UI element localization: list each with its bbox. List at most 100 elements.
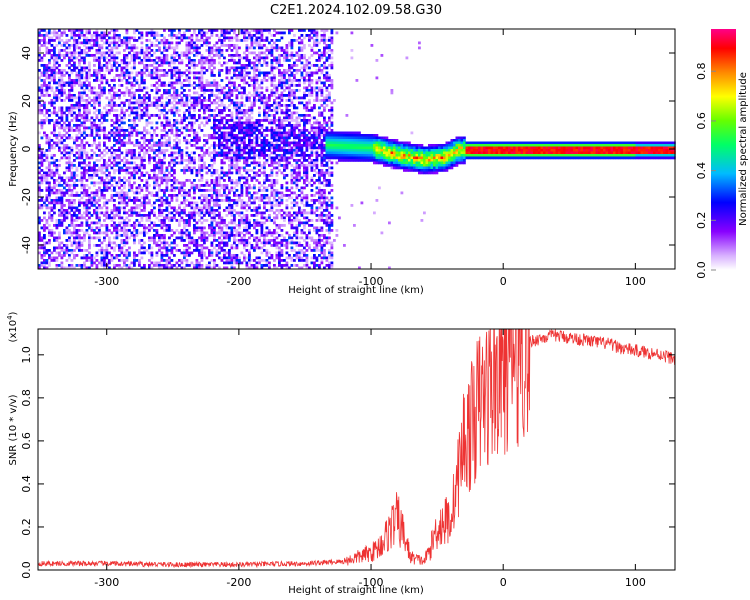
spectrogram-cell — [205, 166, 209, 170]
spectrogram-cell — [230, 221, 234, 225]
spectrogram-cell — [175, 134, 179, 137]
spectrogram-cell — [108, 136, 111, 140]
spectrogram-cell — [185, 166, 189, 170]
spectrogram-cell — [220, 69, 224, 72]
spectrogram-cell — [235, 34, 239, 37]
spectrogram-cell — [245, 29, 249, 32]
spectrogram-cell — [248, 261, 251, 265]
spectrogram-cell — [100, 51, 104, 55]
spectrogram-cell — [205, 266, 209, 270]
spectrogram-cell — [155, 34, 159, 37]
spectrogram-cell — [205, 189, 209, 192]
spectrogram-cell — [113, 29, 116, 32]
spectrogram-cell — [183, 211, 186, 215]
spectrogram-cell — [158, 161, 161, 165]
spectrogram-cell — [238, 131, 241, 135]
spectrogram-cell — [268, 144, 271, 147]
spectrogram-cell — [95, 211, 99, 215]
spectrogram-cell — [118, 246, 121, 250]
spectrogram-cell — [260, 94, 264, 97]
spectrogram-cell — [75, 244, 79, 247]
spectrogram-cell — [73, 139, 76, 142]
spectrogram-cell — [228, 251, 231, 255]
spectrogram-cell — [230, 94, 234, 97]
spectrogram-cell — [40, 254, 44, 257]
spectrogram-cell — [103, 186, 106, 190]
spectrogram-cell — [143, 231, 146, 235]
spectrogram-cell — [93, 54, 96, 57]
spectrogram-cell — [143, 266, 146, 270]
spectrogram-cell — [85, 41, 89, 45]
spectrogram-cell — [70, 204, 74, 207]
spectrogram-cell — [93, 244, 96, 247]
spectrogram-cell — [245, 191, 249, 195]
spectrogram-cell — [115, 119, 119, 122]
spectrogram-cell — [140, 46, 144, 50]
spectrogram-cell — [220, 226, 224, 230]
spectrogram-cell — [248, 61, 251, 65]
spectrogram-cell — [95, 126, 99, 130]
spectrogram-cell — [70, 126, 74, 130]
spectrogram-cell — [85, 104, 89, 107]
spectrogram-cell — [168, 204, 171, 207]
spectrogram-cell — [178, 146, 181, 150]
spectrogram-cell — [245, 74, 249, 77]
spectrogram-cell — [268, 256, 271, 260]
spectrogram-cell — [193, 44, 196, 47]
spectrogram-cell — [108, 266, 111, 270]
spectrogram-cell — [58, 146, 61, 150]
spectrogram-cell — [158, 199, 161, 202]
spectrogram-cell — [38, 204, 41, 207]
spectrogram-cell — [265, 159, 269, 162]
spectrogram-cell — [238, 239, 241, 242]
spectrogram-cell — [188, 264, 191, 267]
spectrogram-cell — [168, 171, 171, 175]
spectrogram-cell — [108, 156, 111, 160]
spectrogram-cell — [160, 219, 164, 222]
spectrogram-cell — [123, 54, 126, 57]
spectrogram-cell — [198, 86, 201, 90]
spectrogram-cell — [68, 159, 71, 162]
spectrogram-cell — [163, 41, 166, 45]
spectrogram-cell — [210, 34, 214, 37]
spectrogram-cell — [245, 224, 249, 227]
spectrogram-cell — [168, 139, 171, 142]
spectrogram-cell — [213, 54, 216, 57]
spectrogram-cell — [63, 254, 66, 257]
spectrogram-cell — [198, 206, 201, 210]
spectrogram-cell — [118, 161, 121, 165]
spectrogram-cell — [63, 134, 66, 137]
spectrogram-cell — [43, 154, 46, 157]
spectrogram-cell — [135, 129, 139, 132]
spectrogram-cell — [145, 104, 149, 107]
spectrogram-cell — [53, 184, 56, 187]
spectrogram-cell — [38, 231, 41, 235]
spectrogram-cell — [265, 79, 269, 82]
spectrogram-cell — [115, 36, 119, 40]
spectrogram-cell — [238, 74, 241, 77]
spectrogram-cell — [243, 201, 246, 205]
spectrogram-cell — [63, 249, 66, 252]
spectrogram-cell — [240, 219, 244, 222]
spectrogram-cell — [130, 84, 134, 87]
spectrogram-cell — [128, 229, 131, 232]
spectrogram-cell — [133, 256, 136, 260]
spectrogram-cell — [170, 251, 174, 255]
spectrogram-cell — [83, 144, 86, 147]
spectrogram-cell — [268, 219, 271, 222]
spectrogram-cell — [175, 219, 179, 222]
spectrogram-cell — [203, 109, 206, 112]
spectrogram-cell — [83, 174, 86, 177]
spectrogram-cell — [230, 56, 234, 60]
spectrogram-cell — [180, 219, 184, 222]
spectrogram-cell — [75, 96, 79, 100]
spectrogram-cell — [78, 131, 81, 135]
spectrogram-cell — [128, 91, 131, 95]
spectrogram-cell — [225, 29, 229, 32]
spectrogram-cell — [160, 111, 164, 115]
spectrogram-cell — [258, 256, 261, 260]
spectrogram-cell — [175, 129, 179, 132]
spectrogram-cell — [73, 214, 76, 217]
spectrogram-cell — [118, 156, 121, 160]
spectrogram-cell — [103, 141, 106, 145]
